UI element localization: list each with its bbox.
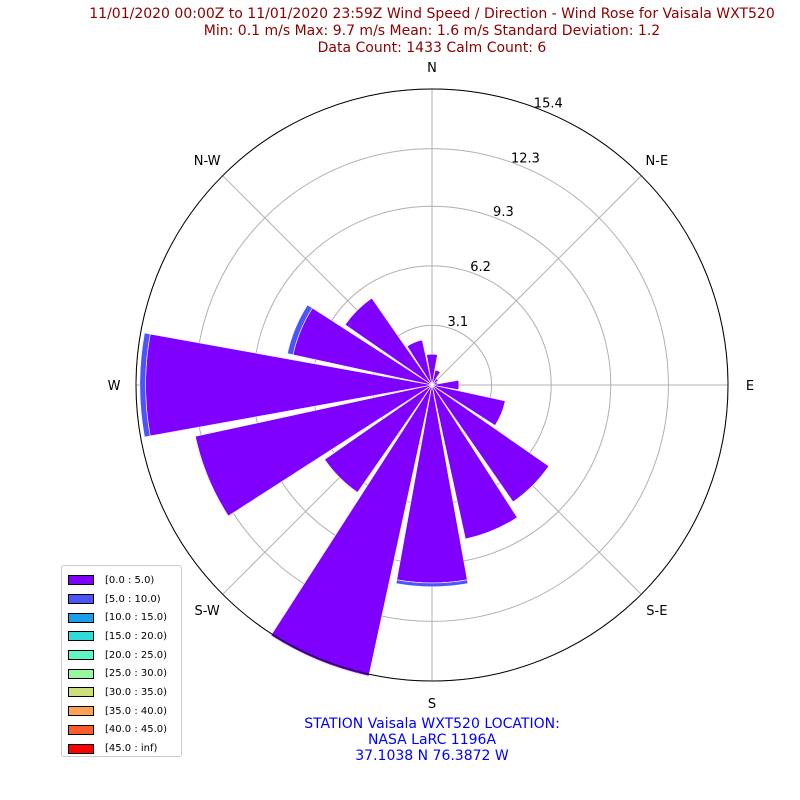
direction-label-s-w: S-W <box>194 604 219 619</box>
legend-label: [20.0 : 25.0) <box>105 649 168 661</box>
sector-bar-202.5-bin-0 <box>270 384 433 677</box>
legend-label: [15.0 : 20.0) <box>105 630 168 642</box>
legend-swatch <box>68 724 94 735</box>
legend-item: [15.0 : 20.0) <box>68 627 181 646</box>
sector-bar-225-bin-0 <box>324 384 433 493</box>
legend-swatch <box>68 612 94 623</box>
sector-bar-0-bin-0 <box>426 353 438 386</box>
speed-legend: [0.0 : 5.0) [5.0 : 10.0) [10.0 : 15.0) [15.… <box>61 565 182 757</box>
legend-swatch <box>68 668 94 679</box>
title-line-3: Data Count: 1433 Calm Count: 6 <box>317 40 547 56</box>
legend-label: [5.0 : 10.0) <box>105 593 161 605</box>
legend-label: [45.0 : inf) <box>105 743 158 755</box>
station-line-1: STATION Vaisala WXT520 LOCATION: <box>304 716 560 732</box>
legend-swatch <box>68 650 94 661</box>
legend-item: [5.0 : 10.0) <box>68 590 181 609</box>
direction-label-s-e: S-E <box>646 604 667 619</box>
sector-bar-112.5-bin-0 <box>431 384 506 426</box>
legend-swatch <box>68 575 94 586</box>
sector-bar-292.5-bin-1 <box>287 304 313 356</box>
legend-swatch <box>68 594 94 605</box>
chart-title: 11/01/2020 00:00Z to 11/01/2020 23:59Z W… <box>0 6 800 57</box>
radial-tick-label: 15.4 <box>534 97 563 112</box>
direction-label-n-w: N-W <box>194 154 221 169</box>
radial-tick-label: 12.3 <box>511 152 540 167</box>
legend-label: [30.0 : 35.0) <box>105 686 168 698</box>
legend-label: [0.0 : 5.0) <box>105 574 155 586</box>
sector-bar-180-bin-1 <box>395 579 469 588</box>
legend-item: [40.0 : 45.0) <box>68 721 181 740</box>
legend-swatch <box>68 631 94 642</box>
sector-bar-270-bin-1 <box>139 332 151 438</box>
legend-item: [20.0 : 25.0) <box>68 646 181 665</box>
legend-label: [10.0 : 15.0) <box>105 612 168 624</box>
legend-item: [10.0 : 15.0) <box>68 608 181 627</box>
legend-item: [45.0 : inf) <box>68 739 181 758</box>
radial-tick-label: 6.2 <box>470 260 491 275</box>
station-line-2: NASA LaRC 1196A <box>367 732 497 748</box>
sector-bar-247.5-bin-0 <box>194 384 433 517</box>
sector-bar-135-bin-0 <box>431 384 550 503</box>
sector-bar-22.5-bin-0 <box>431 369 441 386</box>
direction-label-e: E <box>746 379 754 394</box>
legend-label: [40.0 : 45.0) <box>105 724 168 736</box>
legend-swatch <box>68 706 94 717</box>
direction-label-n: N <box>427 61 437 76</box>
sector-bar-90-bin-0 <box>431 379 460 391</box>
sector-bar-315-bin-0 <box>344 297 433 386</box>
direction-label-s: S <box>428 697 436 712</box>
legend-item: [25.0 : 30.0) <box>68 664 181 683</box>
legend-item: [35.0 : 40.0) <box>68 702 181 721</box>
sector-bar-157.5-bin-0 <box>431 384 518 540</box>
direction-label-w: W <box>108 379 121 394</box>
direction-label-n-e: N-E <box>646 154 669 169</box>
legend-swatch <box>68 743 94 754</box>
title-line-2: Min: 0.1 m/s Max: 9.7 m/s Mean: 1.6 m/s … <box>203 23 661 39</box>
sector-bar-45-bin-0 <box>431 378 439 386</box>
title-line-1: 11/01/2020 00:00Z to 11/01/2020 23:59Z W… <box>89 6 775 22</box>
sector-bar-337.5-bin-0 <box>406 339 433 386</box>
grid-spoke-n-e <box>431 175 642 386</box>
legend-item: [0.0 : 5.0) <box>68 571 181 590</box>
radial-tick-label: 9.3 <box>493 205 514 220</box>
station-info: STATION Vaisala WXT520 LOCATION: NASA La… <box>232 716 632 764</box>
legend-label: [25.0 : 30.0) <box>105 668 168 680</box>
legend-item: [30.0 : 35.0) <box>68 683 181 702</box>
station-line-3: 37.1038 N 76.3872 W <box>355 748 509 764</box>
polar-frame <box>135 88 729 682</box>
radial-tick-label: 3.1 <box>447 315 468 330</box>
legend-swatch <box>68 687 94 698</box>
legend-label: [35.0 : 40.0) <box>105 705 168 717</box>
